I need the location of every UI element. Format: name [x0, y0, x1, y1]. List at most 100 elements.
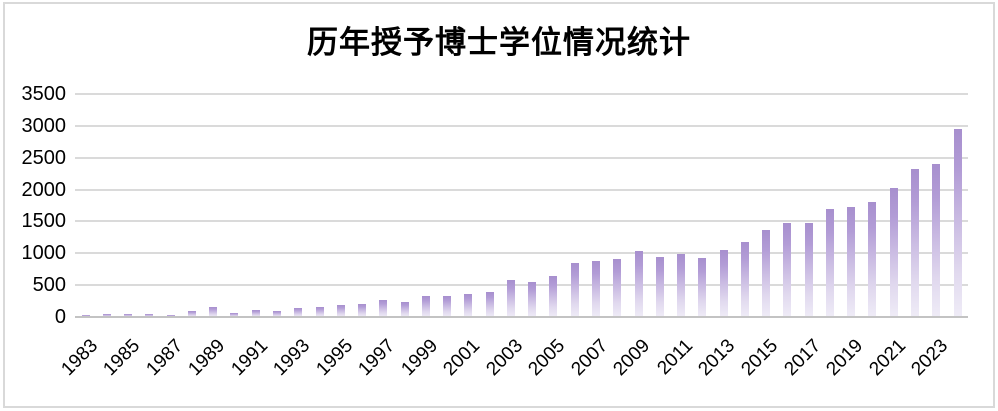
bar-2007 [592, 260, 600, 317]
bar-2000 [443, 296, 452, 317]
plot-area [75, 93, 968, 318]
gridline-1000 [75, 252, 968, 255]
bar-slot-2007 [585, 94, 606, 317]
y-tick-label-2500: 2500 [21, 146, 67, 169]
bar-2001 [464, 293, 473, 317]
y-tick-label-3500: 3500 [21, 83, 67, 105]
bar-slot-1997 [373, 94, 394, 317]
bar-slot-2006 [564, 94, 585, 317]
x-axis-line [75, 316, 968, 318]
bar-1984 [102, 313, 111, 317]
bar-slot-2016 [777, 94, 798, 317]
bar-1994 [315, 307, 324, 317]
bar-slot-1989 [203, 94, 224, 317]
bar-slot-2000 [437, 94, 458, 317]
bar-2023 [932, 164, 941, 317]
bar-2020 [868, 201, 877, 317]
bar-2021 [889, 188, 898, 317]
gridline-3000 [75, 124, 968, 127]
chart-frame [3, 2, 995, 408]
bar-1990 [230, 313, 239, 317]
bar-1999 [421, 295, 430, 317]
bar-1998 [400, 302, 409, 317]
gridline-3500 [75, 93, 968, 95]
bar-2024 [953, 129, 962, 317]
bar-slot-2012 [692, 94, 713, 317]
y-tick-label-0: 0 [54, 306, 66, 328]
bar-slot-2010 [649, 94, 670, 317]
bar-2004 [528, 281, 537, 317]
bar-2005 [549, 276, 558, 317]
bar-slot-2021 [883, 94, 904, 317]
bar-slot-2002 [479, 94, 500, 317]
gridline-2000 [75, 188, 968, 191]
bar-2016 [783, 223, 792, 317]
bar-slot-1985 [118, 94, 139, 317]
bar-1985 [124, 314, 133, 317]
gridline-500 [75, 284, 968, 287]
bar-slot-2022 [904, 94, 925, 317]
bar-2003 [506, 280, 515, 317]
bar-2009 [634, 251, 643, 317]
bar-2012 [698, 258, 707, 317]
bar-slot-1998 [394, 94, 415, 317]
bar-slot-2017 [798, 94, 819, 317]
bar-slot-1993 [288, 94, 309, 317]
bar-2002 [485, 291, 494, 317]
bar-2014 [740, 242, 749, 317]
bar-1992 [273, 311, 282, 317]
bar-2011 [677, 253, 686, 317]
bar-slot-2020 [862, 94, 883, 317]
bar-slot-2013 [713, 94, 734, 317]
bar-slot-2011 [670, 94, 691, 317]
bar-1995 [336, 304, 345, 317]
y-tick-label-1000: 1000 [21, 242, 67, 265]
y-tick-label-2000: 2000 [21, 178, 67, 201]
bar-1997 [379, 300, 388, 317]
bar-slot-2005 [543, 94, 564, 317]
bar-slot-1999 [415, 94, 436, 317]
bar-2022 [910, 168, 919, 317]
bar-slot-2024 [947, 94, 968, 317]
bar-slot-2004 [522, 94, 543, 317]
bar-2008 [613, 259, 622, 317]
bar-2018 [825, 209, 834, 317]
bar-1988 [187, 310, 196, 317]
bar-slot-2001 [458, 94, 479, 317]
bar-slot-1990 [224, 94, 245, 317]
gridline-2500 [75, 156, 968, 159]
bar-slot-1987 [160, 94, 181, 317]
bar-slot-2019 [841, 94, 862, 317]
bar-1993 [294, 308, 303, 317]
gridline-1500 [75, 220, 968, 223]
bar-2013 [719, 250, 728, 317]
bar-slot-1995 [330, 94, 351, 317]
bar-slot-1984 [96, 94, 117, 317]
bar-2017 [804, 222, 813, 317]
bar-slot-2015 [756, 94, 777, 317]
bar-slot-2009 [628, 94, 649, 317]
bar-slot-2014 [734, 94, 755, 317]
bar-1989 [209, 306, 218, 317]
bar-slot-1994 [309, 94, 330, 317]
bar-2015 [762, 230, 771, 317]
bar-2006 [570, 263, 579, 317]
bar-slot-2008 [607, 94, 628, 317]
bar-1986 [145, 313, 154, 317]
bar-slot-2023 [926, 94, 947, 317]
bar-1996 [358, 303, 367, 317]
bar-slot-1986 [139, 94, 160, 317]
chart-title: 历年授予博士学位情况统计 [307, 25, 691, 60]
bar-slot-2003 [500, 94, 521, 317]
bar-2010 [655, 257, 664, 317]
bar-slot-1983 [75, 94, 96, 317]
bar-2019 [847, 207, 856, 317]
bar-slot-1996 [351, 94, 372, 317]
y-tick-label-1500: 1500 [21, 210, 67, 233]
bar-slot-2018 [819, 94, 840, 317]
bar-slot-1992 [266, 94, 287, 317]
bar-slot-1991 [245, 94, 266, 317]
y-tick-label-500: 500 [32, 274, 66, 297]
bar-slot-1988 [181, 94, 202, 317]
